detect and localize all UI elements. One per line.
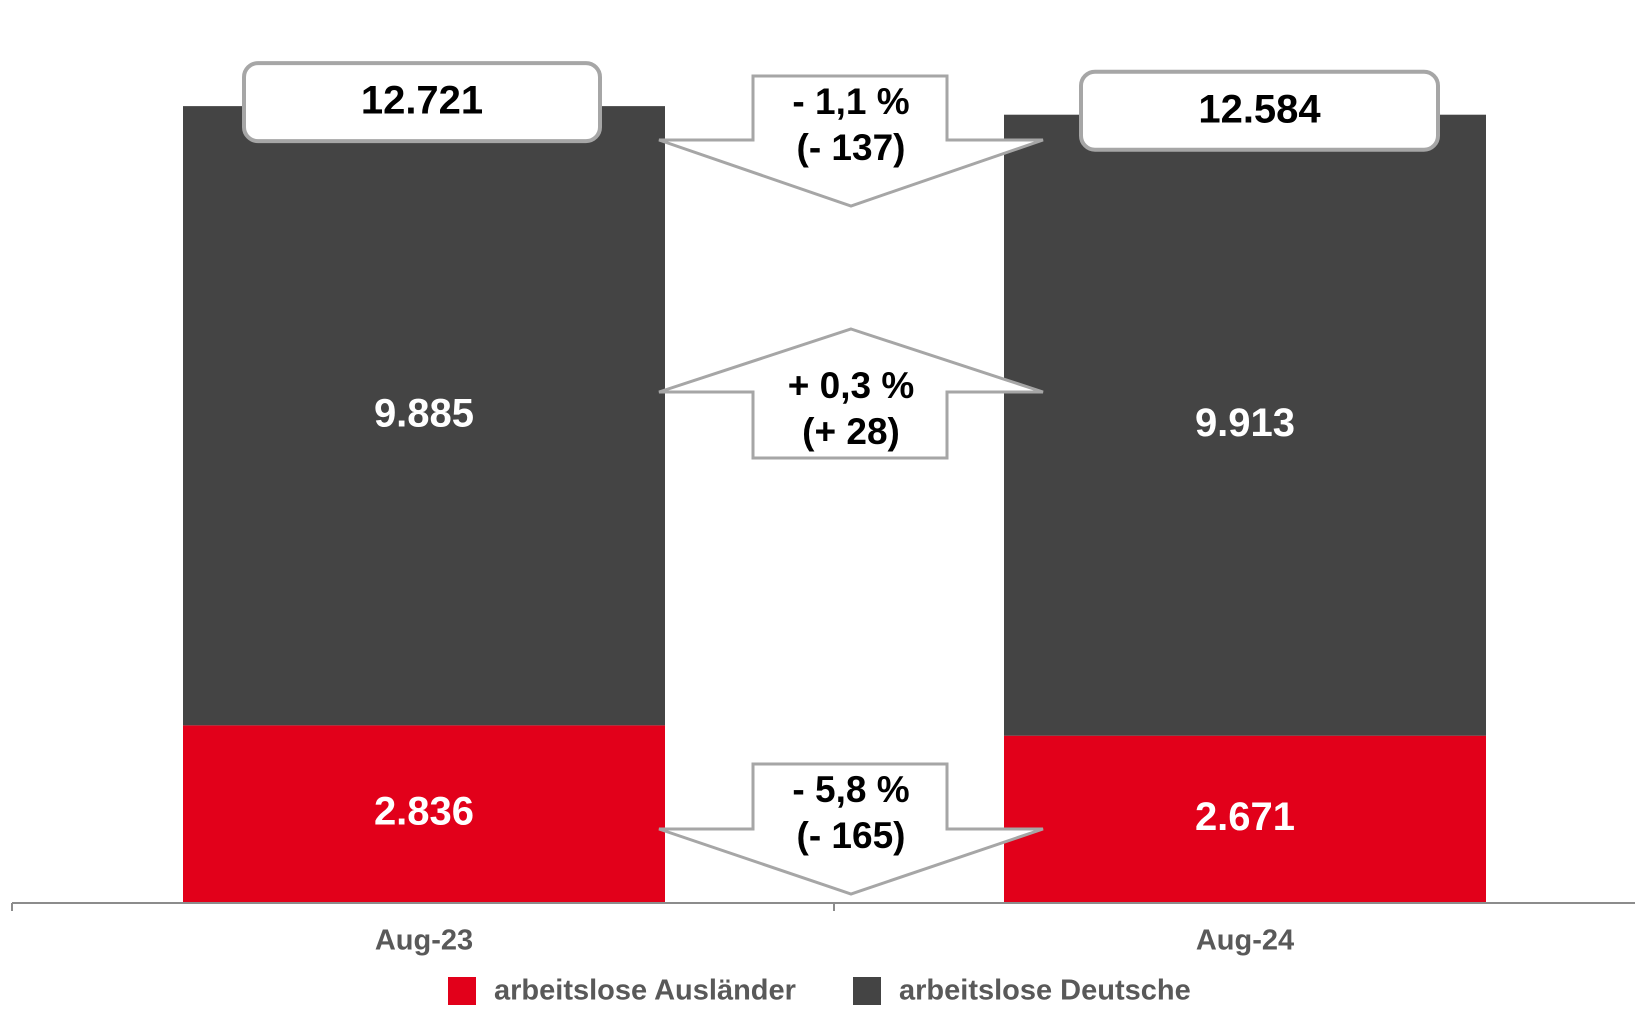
bar-segment xyxy=(183,725,665,903)
value-label: 2.836 xyxy=(374,790,474,834)
total-label: 12.584 xyxy=(1198,87,1321,131)
bar-segment xyxy=(183,106,665,726)
annotation: (- 137) xyxy=(797,127,906,168)
bar-segment xyxy=(1004,114,1486,736)
x-tick-label: Aug-24 xyxy=(1196,925,1294,957)
total-label: 12.721 xyxy=(361,79,483,123)
arrow-down xyxy=(658,762,1044,896)
annotation: - 5,8 % xyxy=(792,769,909,810)
legend-swatch xyxy=(853,977,881,1005)
legend-label: arbeitslose Ausländer xyxy=(494,975,796,1007)
legend-swatch xyxy=(448,977,476,1005)
arrow-down xyxy=(658,74,1044,208)
total-box xyxy=(242,61,602,144)
bar-segment xyxy=(1004,735,1486,903)
annotation: - 1,1 % xyxy=(792,81,909,122)
x-tick-label: Aug-23 xyxy=(375,925,473,957)
annotation: (- 165) xyxy=(797,815,906,856)
total-box xyxy=(1079,69,1440,152)
bars xyxy=(183,106,1486,903)
annotation: (+ 28) xyxy=(802,411,900,452)
value-label: 9.913 xyxy=(1195,401,1295,445)
arrow-up xyxy=(658,327,1044,460)
annotation: + 0,3 % xyxy=(788,365,915,406)
value-label: 9.885 xyxy=(374,391,474,435)
value-label: 2.671 xyxy=(1195,795,1295,839)
legend-label: arbeitslose Deutsche xyxy=(899,975,1191,1007)
legend: arbeitslose Ausländer arbeitslose Deutsch… xyxy=(448,975,1191,1007)
